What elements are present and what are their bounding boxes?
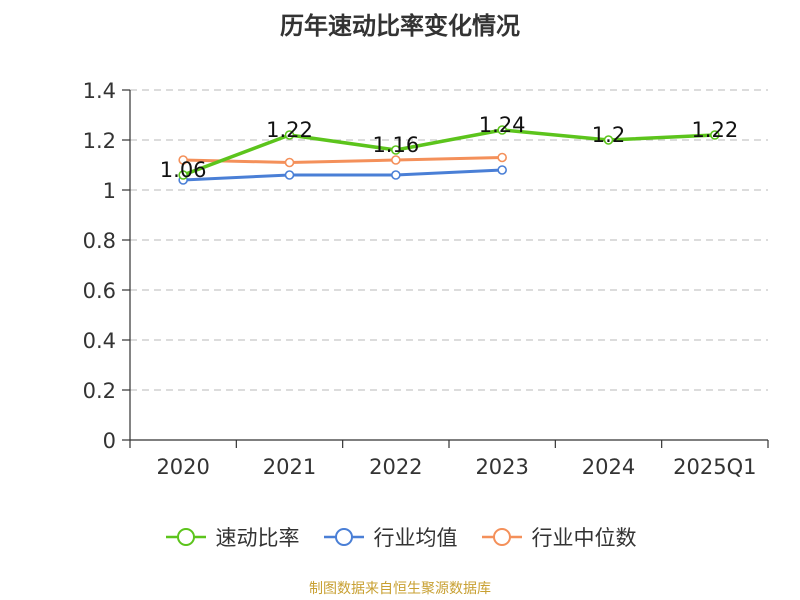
data-point[interactable]	[710, 130, 720, 140]
data-point[interactable]	[603, 135, 614, 145]
data-point[interactable]	[391, 170, 401, 180]
legend-marker-icon	[165, 528, 206, 546]
legend-item-industry-median[interactable]: 行业中位数	[480, 522, 637, 552]
legend-marker-icon	[323, 528, 364, 546]
data-point[interactable]	[497, 165, 507, 175]
y-tick-label: 0.2	[83, 379, 116, 403]
y-tick-label: 1.2	[83, 129, 116, 153]
x-tick-label: 2021	[263, 455, 316, 479]
data-point[interactable]	[391, 155, 401, 165]
data-label: 1.22	[266, 118, 313, 142]
x-tick-label: 2020	[156, 455, 209, 479]
data-point[interactable]	[178, 155, 188, 165]
data-point[interactable]	[284, 157, 295, 168]
y-tick-label: 0.6	[83, 279, 116, 303]
y-tick-label: 0.4	[83, 329, 116, 353]
data-source-note: 制图数据来自恒生聚源数据库	[309, 581, 491, 597]
grid-lines	[130, 89, 768, 391]
legend: 速动比率 行业均值 行业中位数	[0, 520, 800, 554]
data-point[interactable]	[284, 170, 295, 180]
data-point[interactable]	[178, 170, 188, 180]
data-label: 1.06	[160, 158, 207, 182]
legend-item-industry-average[interactable]: 行业均值	[322, 522, 458, 552]
data-point[interactable]	[284, 130, 295, 140]
series-lines	[178, 125, 720, 185]
data-point[interactable]	[391, 145, 401, 155]
data-label: 1.24	[479, 113, 526, 137]
series-line-0	[182, 128, 715, 177]
legend-marker-icon	[481, 528, 522, 546]
data-label: 1.16	[372, 133, 419, 157]
legend-label: 速动比率	[215, 526, 300, 550]
legend-label: 行业中位数	[531, 526, 637, 550]
data-point[interactable]	[497, 125, 507, 135]
y-tick-label: 0.8	[83, 229, 116, 253]
y-tick-label: 1.4	[83, 79, 116, 103]
x-tick-label: 2023	[475, 455, 528, 479]
axes: 0 0.2 0.4 0.6 0.8 1 1.2 1.4 2020 2021 2022 2023 2024…	[83, 79, 769, 479]
y-tick-label: 1	[103, 179, 116, 203]
legend-item-quick-ratio[interactable]: 速动比率	[164, 522, 300, 552]
x-tick-label: 2025Q1	[673, 455, 756, 479]
x-tick-label: 2024	[582, 455, 635, 479]
x-tick-label: 2022	[369, 455, 422, 479]
y-tick-label: 0	[103, 429, 116, 453]
data-label: 1.22	[691, 118, 738, 142]
data-point[interactable]	[497, 152, 507, 163]
data-label: 1.2	[592, 123, 625, 147]
series-line-1	[183, 168, 503, 182]
series-line-2	[183, 156, 503, 164]
data-labels: 1.06 1.22 1.16 1.24 1.2 1.22	[160, 113, 738, 182]
chart-title: 历年速动比率变化情况	[280, 12, 520, 40]
legend-label: 行业均值	[373, 526, 458, 550]
